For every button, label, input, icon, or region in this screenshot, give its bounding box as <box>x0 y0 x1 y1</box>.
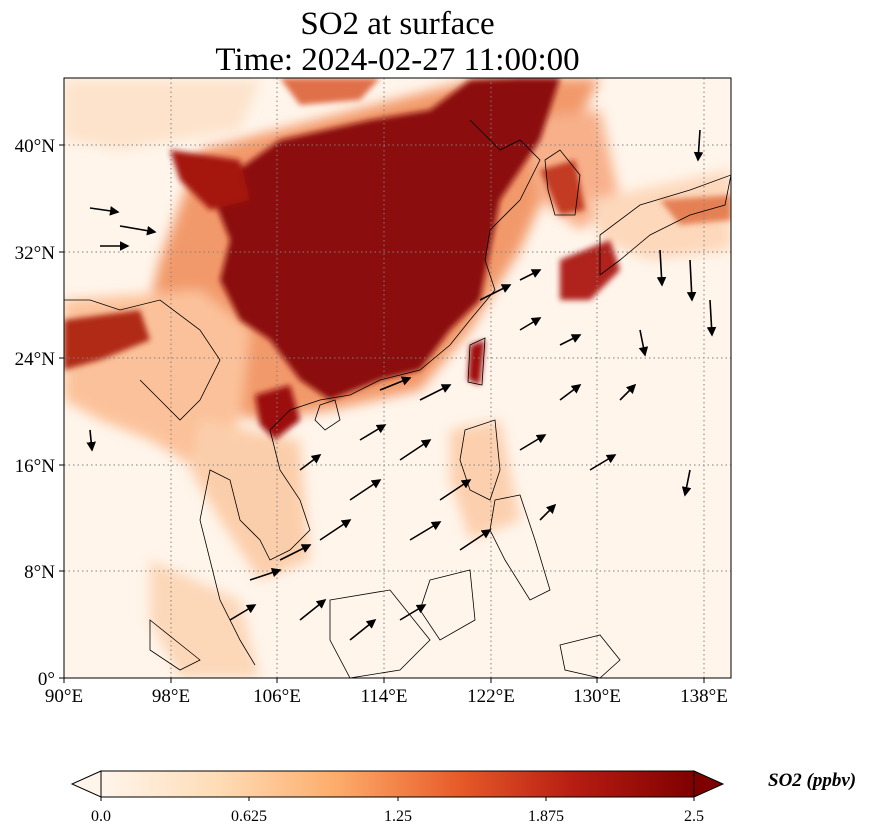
colorbar-min-extend <box>70 770 102 798</box>
x-tick-label: 114°E <box>361 686 408 707</box>
colorbar-gradient <box>101 771 694 797</box>
so2-field <box>64 78 731 678</box>
x-tick-marks <box>63 678 705 683</box>
x-tick-label: 138°E <box>680 686 728 707</box>
x-tick-label: 106°E <box>253 686 301 707</box>
y-tick-label: 8°N <box>24 562 55 583</box>
colorbar-max-extend <box>693 770 725 798</box>
y-tick-label: 40°N <box>15 136 56 157</box>
colorbar: 0.0 0.625 1.25 1.875 2.5 <box>70 770 725 825</box>
y-tick-label: 0° <box>38 669 55 690</box>
y-tick-label: 16°N <box>15 456 56 477</box>
chart-title: SO2 at surface <box>300 6 495 42</box>
map-frame <box>63 77 732 679</box>
coastlines <box>64 119 731 678</box>
colorbar-tick-label: 1.25 <box>384 808 412 825</box>
y-tick-marks <box>59 144 64 679</box>
chart-subtitle: Time: 2024-02-27 11:00:00 <box>215 42 580 78</box>
x-tick-label: 122°E <box>467 686 515 707</box>
colorbar-title: SO2 (ppbv) <box>768 770 857 791</box>
colorbar-tick-label: 0.625 <box>231 808 267 825</box>
gridlines <box>64 78 731 678</box>
colorbar-tick-label: 1.875 <box>528 808 564 825</box>
x-tick-label: 98°E <box>152 686 190 707</box>
x-tick-label: 130°E <box>573 686 621 707</box>
y-tick-label: 32°N <box>15 243 56 264</box>
y-tick-label: 24°N <box>15 349 56 370</box>
x-tick-label: 90°E <box>45 686 83 707</box>
colorbar-tick-label: 0.0 <box>91 808 111 825</box>
colorbar-tick-label: 2.5 <box>684 808 704 825</box>
wind-vectors <box>86 129 717 641</box>
